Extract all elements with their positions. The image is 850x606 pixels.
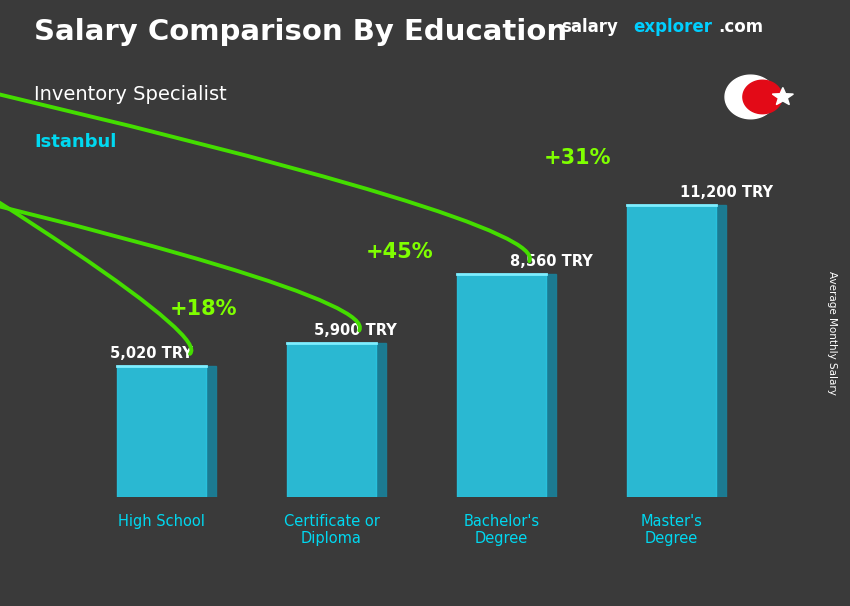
Text: Average Monthly Salary: Average Monthly Salary xyxy=(827,271,837,395)
Text: +31%: +31% xyxy=(544,148,612,168)
Polygon shape xyxy=(773,87,793,105)
Text: +18%: +18% xyxy=(170,299,238,319)
Text: explorer: explorer xyxy=(633,18,712,36)
Bar xyxy=(457,274,546,497)
Text: 11,200 TRY: 11,200 TRY xyxy=(680,185,773,200)
Bar xyxy=(287,344,376,497)
Polygon shape xyxy=(546,274,556,497)
Text: 5,020 TRY: 5,020 TRY xyxy=(110,346,193,361)
Text: salary: salary xyxy=(561,18,618,36)
Polygon shape xyxy=(206,366,216,497)
Text: 5,900 TRY: 5,900 TRY xyxy=(314,323,397,338)
Text: +45%: +45% xyxy=(366,242,434,262)
Polygon shape xyxy=(725,75,776,119)
Text: 8,560 TRY: 8,560 TRY xyxy=(510,254,592,269)
Bar xyxy=(117,366,206,497)
Bar xyxy=(627,205,716,497)
Text: Salary Comparison By Education: Salary Comparison By Education xyxy=(34,18,567,46)
Text: Inventory Specialist: Inventory Specialist xyxy=(34,85,227,104)
Polygon shape xyxy=(743,80,782,114)
Text: Istanbul: Istanbul xyxy=(34,133,116,152)
Text: .com: .com xyxy=(718,18,763,36)
Polygon shape xyxy=(716,205,726,497)
Polygon shape xyxy=(376,344,386,497)
